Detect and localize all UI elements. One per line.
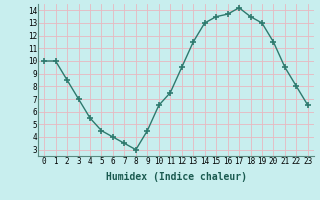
X-axis label: Humidex (Indice chaleur): Humidex (Indice chaleur)	[106, 172, 246, 182]
